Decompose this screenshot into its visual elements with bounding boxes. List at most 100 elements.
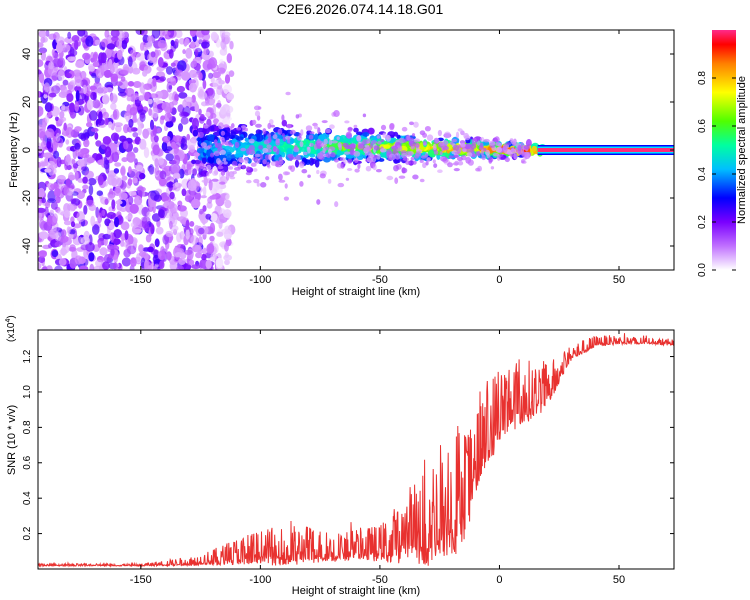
spectrogram-cell: [108, 194, 114, 201]
spectrogram-cell: [80, 70, 87, 80]
spectrogram-cell: [197, 249, 204, 255]
spectrogram-cell: [48, 92, 57, 98]
spectrogram-cell: [88, 110, 98, 121]
spectrogram-cell: [69, 80, 77, 86]
spectrogram-cell: [209, 235, 215, 242]
spectrogram-cell: [189, 221, 195, 227]
spectrogram-cell: [198, 108, 202, 116]
spectrogram-cell: [60, 85, 68, 97]
spectrogram-cell: [54, 241, 62, 247]
spectrogram-cell: [254, 133, 264, 142]
spectrogram-cell: [480, 136, 485, 143]
spectrogram-cell: [78, 132, 86, 140]
spectrogram-cell: [255, 129, 262, 135]
spectrogram-cell: [56, 156, 62, 168]
spectrogram-cell: [480, 149, 484, 157]
spectrogram-cell: [38, 255, 46, 264]
spectrogram-cell: [96, 190, 104, 196]
spectrogram-cell: [267, 122, 272, 130]
spectrogram-cell: [284, 183, 288, 189]
spectrogram-cell: [209, 96, 214, 101]
spectrogram-cell: [147, 35, 152, 43]
spectrogram-cell: [206, 164, 212, 171]
spectrogram-cell: [224, 242, 229, 252]
spectrogram-cell: [97, 241, 102, 249]
spectrogram-cell: [229, 176, 236, 180]
spectrogram-cell: [52, 52, 59, 60]
spectrogram-cell: [115, 200, 123, 205]
spectrogram-cell: [48, 33, 57, 40]
spectrogram-cell: [49, 209, 55, 216]
spectrogram-cell: [92, 224, 100, 235]
snr-plot-area: [38, 330, 674, 569]
spectrogram-cell: [110, 132, 120, 142]
spectrogram-cell: [86, 83, 91, 93]
spectrogram-cell: [118, 91, 127, 97]
spectrogram-cell: [120, 76, 126, 82]
spectrogram-cell: [150, 224, 155, 235]
spectrogram-cell: [495, 142, 501, 147]
spectrogram-cell: [447, 162, 453, 168]
spectrogram-cell: [165, 66, 173, 75]
spectrogram-cell: [65, 73, 72, 78]
spectrogram-cell: [53, 187, 61, 197]
spectrogram-cell: [97, 159, 105, 166]
spectrogram-cell: [126, 245, 137, 255]
spectrogram-cell: [191, 159, 197, 165]
spectrogram-cell: [104, 118, 109, 126]
spectrogram-cell: [92, 53, 98, 62]
spectrogram-cell: [281, 133, 285, 137]
spectrogram-cell: [46, 141, 52, 150]
spectrogram-cell: [423, 142, 427, 146]
spectrogram-cell: [64, 36, 74, 44]
spectrogram-cell: [178, 92, 188, 99]
spectrogram-cell: [114, 185, 121, 194]
spectrogram-cell: [289, 155, 293, 162]
spectrogram-cell: [241, 164, 247, 170]
spectrogram-cell: [70, 221, 76, 228]
spectrogram-cell: [488, 156, 494, 163]
spectrogram-cell: [432, 143, 437, 151]
spectrogram-cell: [184, 249, 193, 255]
spectrogram-cell: [232, 170, 238, 175]
spectrogram-cell: [115, 81, 123, 86]
spectrogram-cell: [432, 159, 436, 164]
spectrogram-cell: [107, 243, 115, 250]
spectrogram-cell: [524, 145, 530, 150]
spectrogram-cell: [419, 178, 425, 183]
spectrogram-cell: [408, 140, 414, 147]
spectrogram-cell: [424, 126, 431, 132]
spectrogram-cell: [307, 174, 311, 178]
spectrogram-cell: [113, 254, 118, 263]
spectrogram-cell: [439, 141, 445, 147]
spectrogram-cell: [259, 153, 263, 160]
spectrogram-cell: [161, 101, 171, 111]
spectrogram-cell: [147, 98, 153, 105]
spectrogram-cell: [152, 125, 158, 137]
snr-multiplier: (x104): [5, 315, 17, 342]
y-tick-label: 1.2: [22, 349, 33, 363]
spectrogram-cell: [98, 52, 105, 64]
spectrogram-cell: [138, 244, 144, 253]
spectrogram-cell: [328, 139, 333, 145]
spectrogram-cell: [41, 197, 46, 204]
spectrogram-cell: [130, 49, 137, 58]
spectrogram-cell: [44, 102, 53, 113]
spectrogram-cell: [54, 265, 63, 270]
x-tick-label: -50: [372, 574, 388, 586]
spectrogram-cell: [234, 141, 240, 149]
spectrogram-cell: [401, 126, 408, 132]
spectrogram-cell: [174, 69, 184, 77]
spectrogram-cell: [129, 203, 139, 214]
spectrogram-cell: [316, 152, 324, 160]
spectrogram-cell: [106, 211, 116, 219]
spectrogram-cell: [314, 159, 320, 168]
spectrogram-cell: [345, 177, 350, 181]
spectrogram-cell: [111, 36, 119, 42]
spectrogram-cell: [132, 132, 139, 138]
spectrogram-cell: [262, 159, 267, 165]
spectrogram-cell: [248, 149, 256, 155]
spectrogram-cell: [398, 175, 406, 179]
spectrogram-cell: [405, 151, 412, 157]
spectrogram-cell: [413, 138, 421, 143]
